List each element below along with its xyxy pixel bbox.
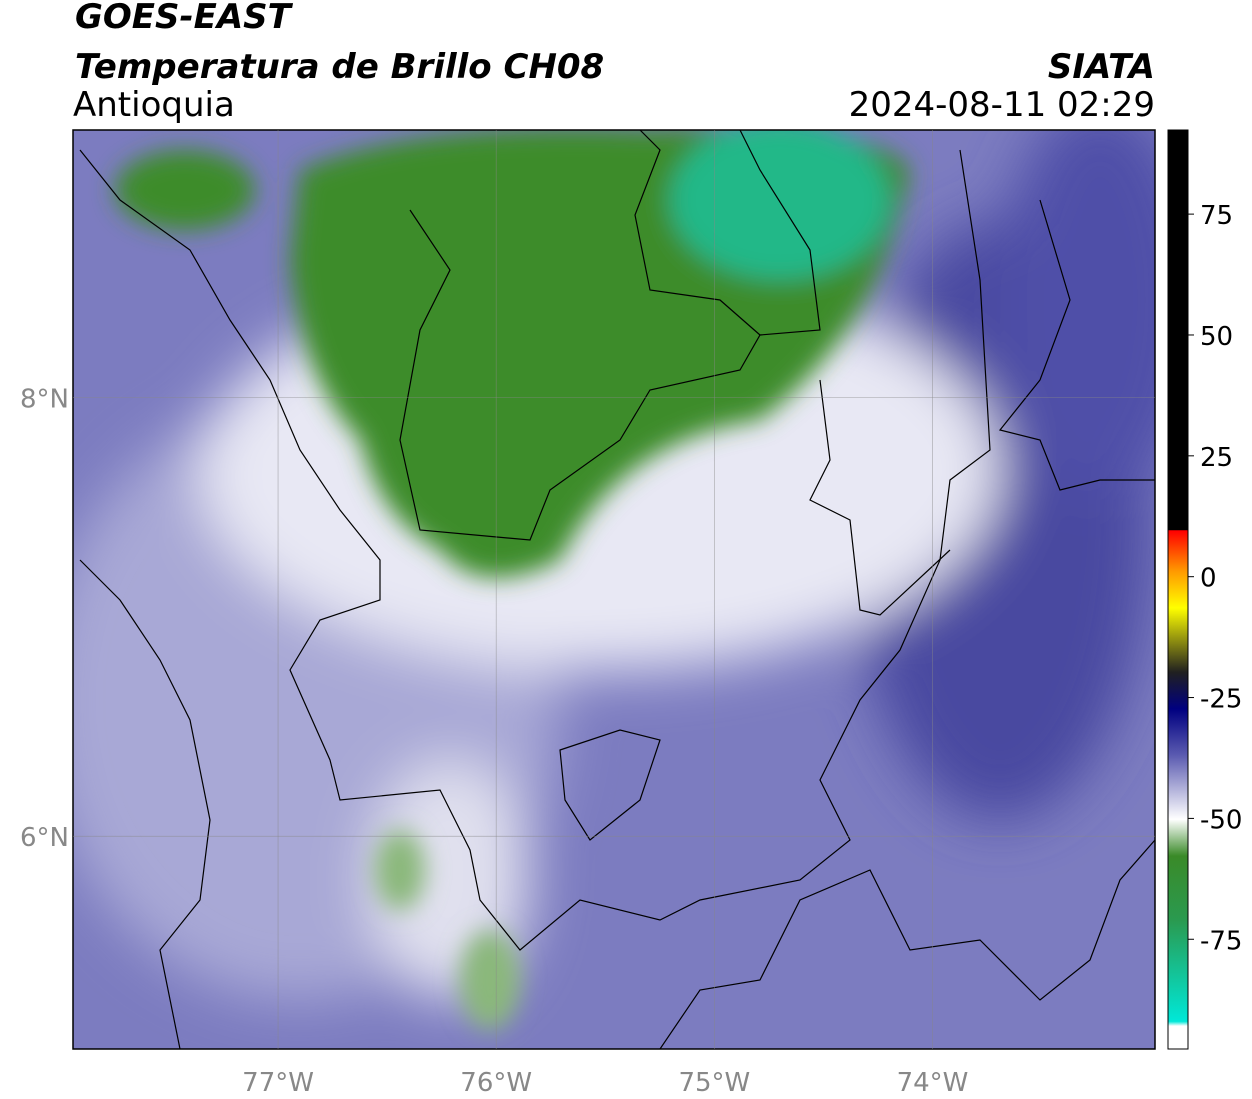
x-tick-label: 76°W <box>460 1068 532 1098</box>
map-frame <box>72 129 1156 1050</box>
source-title: GOES-EAST <box>75 0 294 37</box>
colorbar-tick-label: -25 <box>1200 685 1242 715</box>
y-tick-label: 8°N <box>20 385 69 415</box>
colorbar-tick-label: 50 <box>1200 322 1233 352</box>
x-tick-label: 77°W <box>242 1068 314 1098</box>
x-tick-label: 75°W <box>678 1068 750 1098</box>
region-label: Antioquia <box>73 85 235 125</box>
colorbar-tick-label: 75 <box>1200 201 1233 231</box>
colorbar-tick-label: 0 <box>1200 564 1217 594</box>
agency-label: SIATA <box>1048 47 1155 87</box>
colorbar <box>1167 129 1189 1050</box>
colorbar-tick-label: -50 <box>1200 805 1242 835</box>
colorbar-tick-label: -75 <box>1200 926 1242 956</box>
colorbar-tick-label: 25 <box>1200 443 1233 473</box>
map-image <box>73 130 1155 1049</box>
datetime-label: 2024-08-11 02:29 <box>849 85 1155 125</box>
x-tick-label: 74°W <box>897 1068 969 1098</box>
y-tick-label: 6°N <box>20 823 69 853</box>
product-title: Temperatura de Brillo CH08 <box>75 47 604 87</box>
